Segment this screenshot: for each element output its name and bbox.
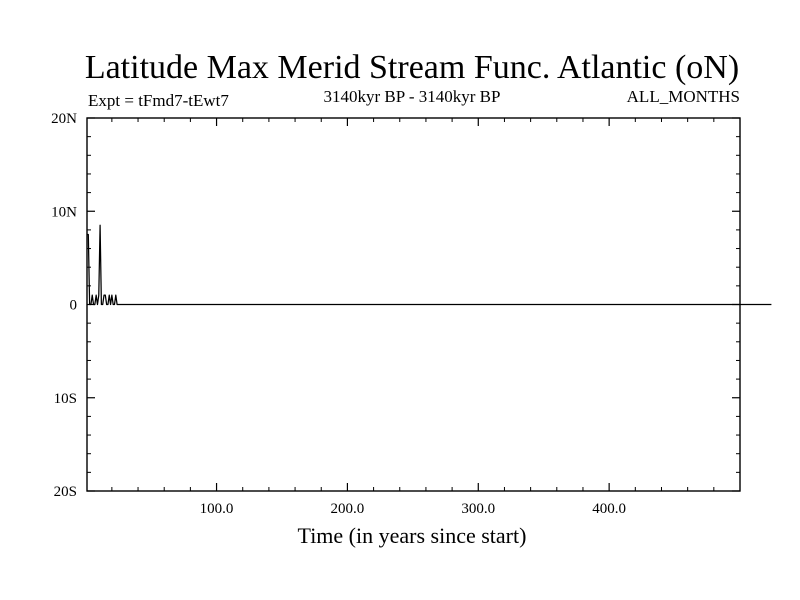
plot-frame xyxy=(86,117,741,492)
x-axis-label: Time (in years since start) xyxy=(298,523,527,548)
y-tick-label-2: 0 xyxy=(70,298,78,314)
series-line-0 xyxy=(87,224,772,306)
y-tick-label-4: 20S xyxy=(54,484,77,500)
y-tick-label-3: 10S xyxy=(54,391,77,407)
x-tick-label-1: 200.0 xyxy=(331,501,365,517)
chart-title: Latitude Max Merid Stream Func. Atlantic… xyxy=(85,49,739,86)
subtitle-center: 3140kyr BP - 3140kyr BP xyxy=(324,87,501,106)
x-tick-label-2: 300.0 xyxy=(461,501,495,517)
x-tick-label-0: 100.0 xyxy=(200,501,234,517)
series-layer xyxy=(87,224,772,306)
subtitle-left: Expt = tFmd7-tEwt7 xyxy=(88,91,229,110)
y-tick-label-0: 20N xyxy=(51,111,77,127)
x-tick-label-3: 400.0 xyxy=(592,501,626,517)
subtitle-right: ALL_MONTHS xyxy=(627,87,740,106)
y-tick-label-1: 10N xyxy=(51,204,77,220)
axis-ticks: 100.0 200.0 300.0 400.0 20N 10N 0 10S 20S xyxy=(51,111,740,517)
